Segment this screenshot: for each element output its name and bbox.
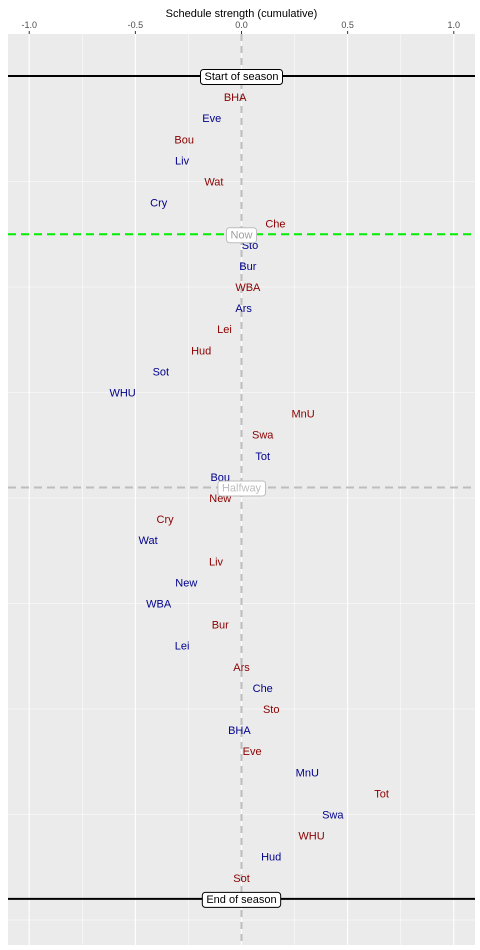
team-point: Hud [191, 345, 211, 357]
team-point: Bur [212, 620, 229, 632]
season-marker-label: End of season [206, 894, 276, 906]
team-point: Bou [174, 134, 194, 146]
x-tick-label: 1.0 [448, 20, 461, 30]
team-point: Tot [255, 451, 270, 463]
team-point: Cry [157, 514, 175, 526]
x-tick-label: -0.5 [128, 20, 144, 30]
team-point: Tot [374, 788, 389, 800]
team-point: Lei [175, 641, 190, 653]
team-point: Sot [153, 366, 170, 378]
team-point: Liv [175, 155, 190, 167]
season-marker-box [201, 891, 282, 908]
team-point: Wat [204, 177, 223, 189]
team-point: WHU [298, 831, 324, 843]
x-tick-label: -1.0 [21, 20, 37, 30]
now-marker-label: Now [230, 229, 252, 241]
team-point: Bur [239, 261, 256, 273]
team-point: Sot [233, 873, 250, 885]
team-labels: BHAEveBouLivWatCryCheStoBurWBAArsLeiHudS… [109, 92, 388, 885]
team-point: WBA [235, 282, 261, 294]
halfway-marker-box [217, 480, 267, 497]
team-point: New [175, 577, 197, 589]
team-point: Swa [322, 810, 344, 822]
team-point: Eve [243, 746, 262, 758]
team-point: Che [265, 219, 285, 231]
team-point: Ars [235, 303, 252, 315]
x-tick-label: 0.0 [235, 20, 248, 30]
team-point: Sto [263, 704, 280, 716]
team-point: Wat [139, 535, 158, 547]
team-point: Hud [261, 852, 281, 864]
event-markers: Start of season Now Halfway End of season [200, 69, 283, 908]
season-marker-box [200, 69, 283, 85]
team-point: MnU [291, 409, 314, 421]
team-point: WBA [146, 599, 172, 611]
x-tick-label: 0.5 [341, 20, 354, 30]
halfway-marker-label: Halfway [222, 482, 262, 494]
team-point: Ars [233, 662, 250, 674]
team-point: Liv [209, 556, 224, 568]
team-point: Eve [202, 113, 221, 125]
team-point: WHU [109, 388, 135, 400]
team-point: Che [253, 683, 273, 695]
x-axis-ticks: -1.0 -0.5 0.0 0.5 1.0 [21, 20, 460, 34]
season-marker-label: Start of season [205, 71, 279, 83]
now-marker-box [225, 227, 258, 244]
x-axis-title: Schedule strength (cumulative) [166, 8, 318, 20]
team-point: BHA [228, 725, 251, 737]
team-point: BHA [224, 92, 247, 104]
team-point: Cry [150, 198, 168, 210]
team-point: MnU [296, 767, 319, 779]
team-point: Swa [252, 430, 274, 442]
team-point: Lei [217, 324, 232, 336]
